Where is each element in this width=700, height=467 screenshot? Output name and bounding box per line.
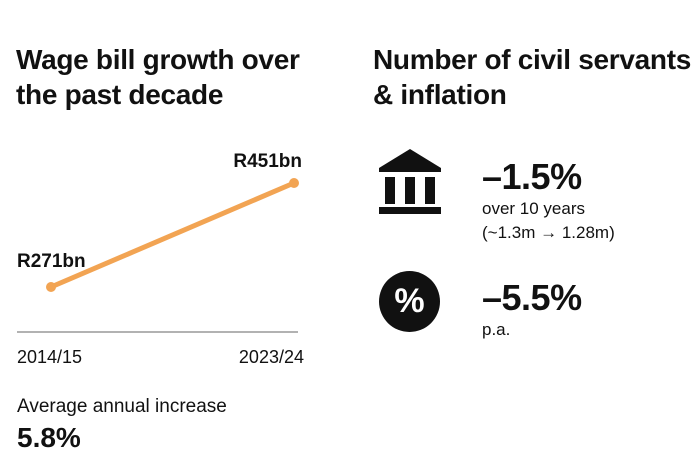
data-point-start	[46, 282, 56, 292]
x-tick-label-end: 2023/24	[239, 347, 304, 367]
percent-circle-icon: %	[379, 271, 440, 332]
inflation-period: p.a.	[482, 320, 511, 339]
civil-servants-change: –1.5%	[482, 156, 582, 197]
x-tick-label-start: 2014/15	[17, 347, 82, 367]
data-label-start: R271bn	[17, 251, 86, 272]
civil-servants-title: Number of civil servants & inflation	[373, 44, 692, 110]
inflation-change: –5.5%	[482, 277, 582, 318]
average-increase-label: Average annual increase	[17, 396, 227, 417]
wage-bill-title: Wage bill growth over the past decade	[16, 44, 300, 110]
data-point-end	[289, 178, 299, 188]
inflation-stat: –5.5% p.a.	[482, 278, 582, 342]
data-label-end: R451bn	[233, 151, 302, 172]
civil-servants-stat: –1.5% over 10 years (~1.3m → 1.28m)	[482, 157, 615, 245]
wage-bill-chart: R271bn R451bn 2014/15 2023/24	[17, 151, 304, 367]
bank-building-icon	[379, 149, 441, 214]
civil-servants-detail: (~1.3m → 1.28m)	[482, 223, 615, 242]
series-line	[48, 180, 297, 290]
civil-servants-period: over 10 years	[482, 199, 585, 218]
average-increase-value: 5.8%	[17, 422, 81, 453]
